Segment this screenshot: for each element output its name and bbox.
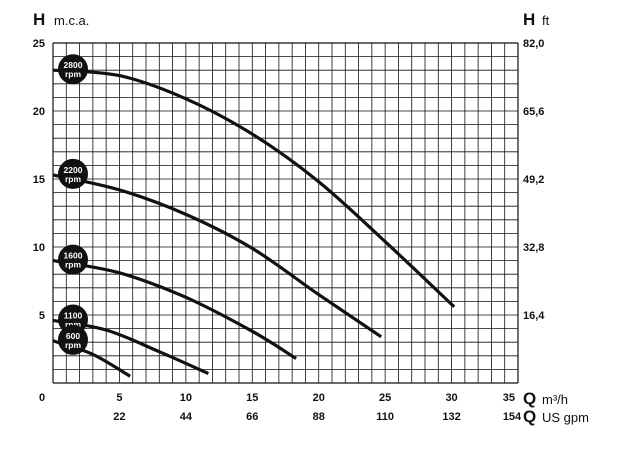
- y-right-tick-label: 82,0: [523, 38, 544, 50]
- x-bottom-symbol: Q: [523, 389, 536, 408]
- x-bottom2-tick-label: 66: [246, 411, 258, 423]
- y-left-unit: m.c.a.: [54, 13, 89, 28]
- x-bottom2-tick-label: 22: [113, 411, 125, 423]
- curves: [52, 68, 456, 378]
- curve-1600-rpm: [52, 259, 297, 360]
- badge-speed-unit: rpm: [65, 69, 82, 79]
- x-bottom-tick-label: 25: [379, 392, 391, 404]
- x-bottom2-unit: US gpm: [542, 410, 589, 425]
- y-right-tick-label: 32,8: [523, 242, 544, 254]
- y-left-tick-label: 5: [39, 310, 45, 322]
- badge-speed-unit: rpm: [65, 340, 82, 350]
- y-left-tick-label: 10: [33, 242, 45, 254]
- y-right-unit: ft: [542, 13, 550, 28]
- x-bottom-tick-label: 30: [445, 392, 457, 404]
- badge-speed-unit: rpm: [65, 174, 82, 184]
- badge-speed-value: 2800: [64, 60, 83, 70]
- x-bottom-tick-label: 20: [313, 392, 325, 404]
- badge-speed-value: 1100: [64, 310, 83, 320]
- badge-speed-value: 600: [66, 331, 80, 341]
- x-bottom2-symbol: Q: [523, 407, 536, 426]
- y-left-tick-label: 20: [33, 106, 45, 118]
- x-bottom-tick-label: 5: [116, 392, 122, 404]
- badge-circle: [58, 244, 88, 275]
- badge-speed-value: 2200: [64, 165, 83, 175]
- x-bottom2-tick-label: 154: [503, 411, 522, 423]
- y-right-tick-label: 65,6: [523, 106, 544, 118]
- x-bottom2-tick-label: 110: [376, 411, 394, 423]
- tick-labels: 25 20 15 10 5 82,0 65,6 49,2 32,8 16,4 0 5 10 15 20 25 3…: [33, 38, 546, 423]
- badge-speed-unit: rpm: [65, 319, 82, 329]
- grid: [52, 42, 519, 384]
- curve-2200-rpm: [52, 173, 383, 339]
- badge-speed-unit: rpm: [65, 260, 82, 270]
- x-bottom-tick-label: 15: [246, 392, 258, 404]
- y-right-symbol: H: [523, 10, 535, 29]
- x-bottom2-tick-label: 88: [313, 411, 325, 423]
- y-left-tick-label: 15: [33, 174, 45, 186]
- x-bottom-unit: m³/h: [542, 392, 568, 407]
- badge-speed-value: 1600: [64, 251, 83, 261]
- x-bottom-tick-label: 35: [503, 392, 515, 404]
- x-bottom2-tick-label: 132: [442, 411, 460, 423]
- y-left-tick-label: 25: [33, 38, 45, 50]
- badge-circle: [58, 54, 88, 85]
- y-right-tick-label: 49,2: [523, 174, 544, 186]
- badge-circle: [58, 158, 88, 189]
- x-bottom2-tick-label: 44: [180, 411, 193, 423]
- curve-2800-rpm: [52, 68, 456, 308]
- y-left-symbol: H: [33, 10, 45, 29]
- y-right-tick-label: 16,4: [523, 310, 545, 322]
- x-bottom-tick-label: 10: [180, 392, 192, 404]
- badge-circle: [58, 324, 88, 355]
- x-bottom-tick-label: 0: [39, 392, 45, 404]
